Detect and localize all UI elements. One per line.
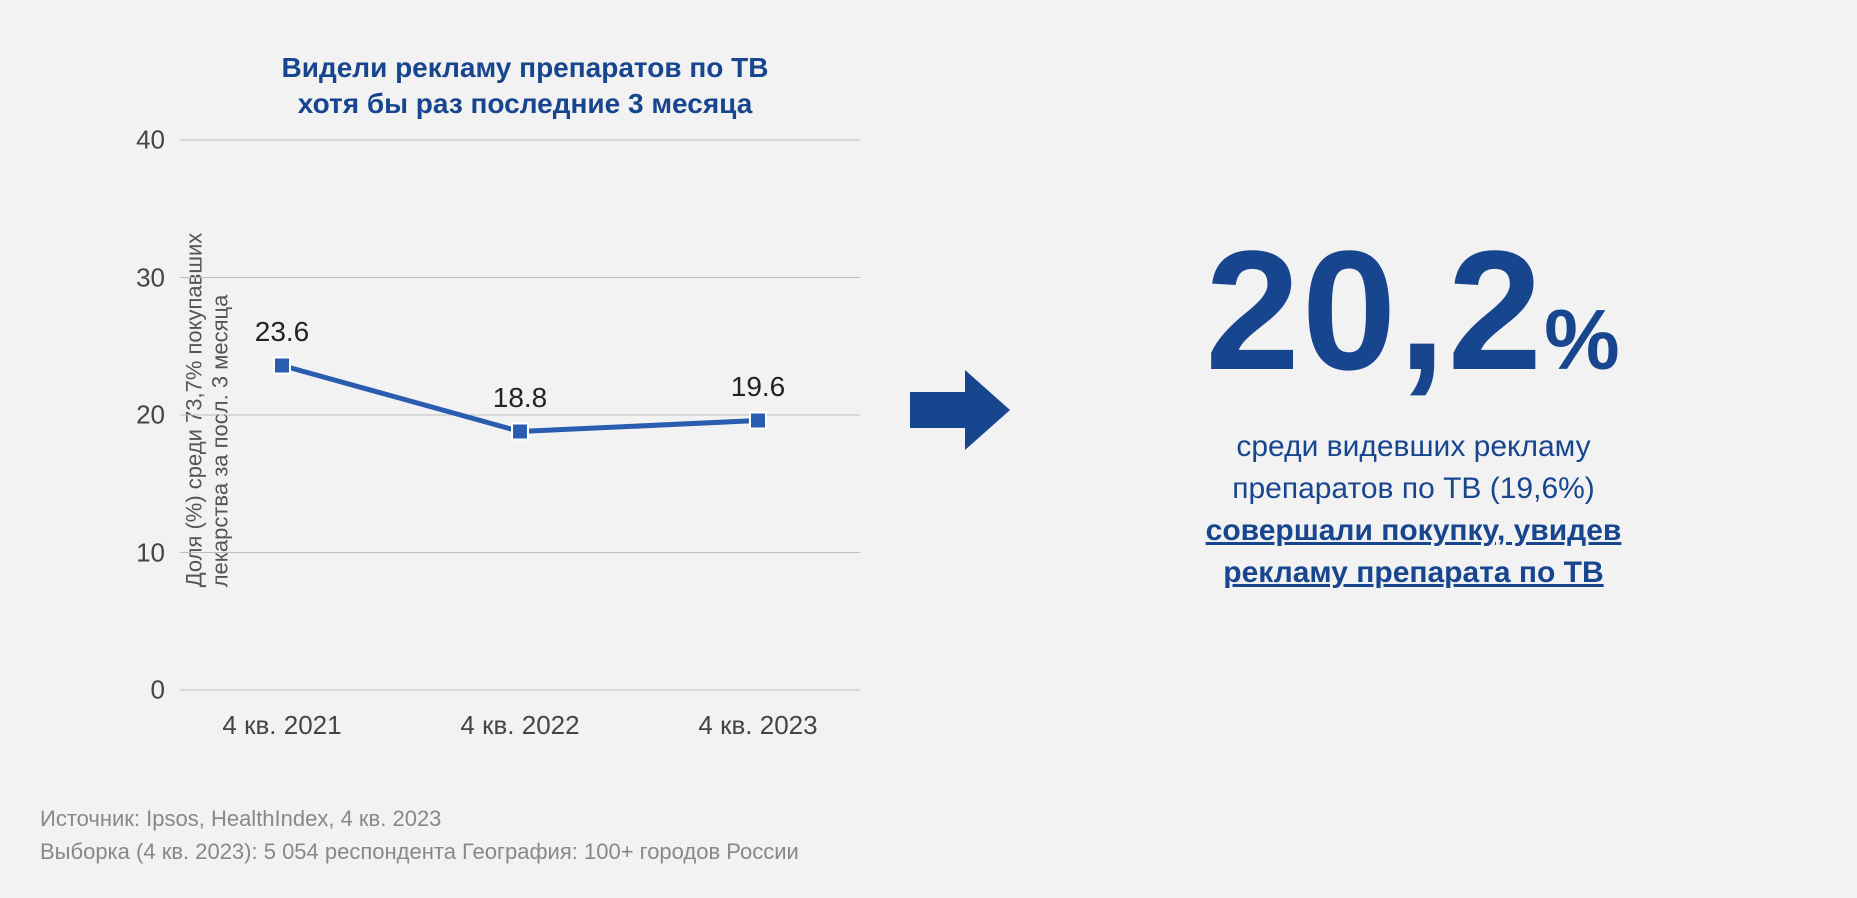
data-point-label: 23.6	[255, 316, 310, 348]
callout-unit: %	[1544, 293, 1622, 388]
callout-big-number: 20,2%	[1070, 226, 1757, 396]
chart-title-line1: Видели рекламу препаратов по ТВ	[282, 52, 769, 83]
chart-panel: Видели рекламу препаратов по ТВ хотя бы …	[40, 50, 890, 770]
callout-line2: препаратов по ТВ (19,6%)	[1232, 472, 1595, 505]
main-container: Видели рекламу препаратов по ТВ хотя бы …	[0, 0, 1857, 820]
footer-line2: Выборка (4 кв. 2023): 5 054 респондента …	[40, 835, 799, 868]
chart-svg	[180, 140, 860, 690]
y-tick-label: 30	[136, 262, 165, 293]
data-point-label: 18.8	[493, 382, 548, 414]
y-tick-label: 10	[136, 537, 165, 568]
arrow-icon	[910, 370, 1010, 450]
x-tick-label: 4 кв. 2021	[222, 710, 341, 741]
callout-description: среди видевших рекламу препаратов по ТВ …	[1070, 426, 1757, 594]
plot-area: 01020304023.64 кв. 202118.84 кв. 202219.…	[180, 140, 860, 690]
arrow-panel	[890, 370, 1030, 450]
y-tick-label: 0	[151, 675, 165, 706]
callout-line1: среди видевших рекламу	[1236, 430, 1590, 463]
callout-value: 20,2	[1205, 216, 1544, 406]
chart-title: Видели рекламу препаратов по ТВ хотя бы …	[40, 50, 890, 123]
callout-bold-line2: рекламу препарата по ТВ	[1223, 556, 1603, 589]
y-tick-label: 20	[136, 400, 165, 431]
x-tick-label: 4 кв. 2023	[698, 710, 817, 741]
footer-source: Источник: Ipsos, HealthIndex, 4 кв. 2023…	[40, 802, 799, 868]
footer-line1: Источник: Ipsos, HealthIndex, 4 кв. 2023	[40, 802, 799, 835]
chart-title-line2: хотя бы раз последние 3 месяца	[298, 88, 753, 119]
callout-bold-line1: совершали покупку, увидев	[1206, 514, 1622, 547]
callout-panel: 20,2% среди видевших рекламу препаратов …	[1030, 226, 1797, 594]
data-point-label: 19.6	[731, 371, 786, 403]
x-tick-label: 4 кв. 2022	[460, 710, 579, 741]
y-tick-label: 40	[136, 125, 165, 156]
